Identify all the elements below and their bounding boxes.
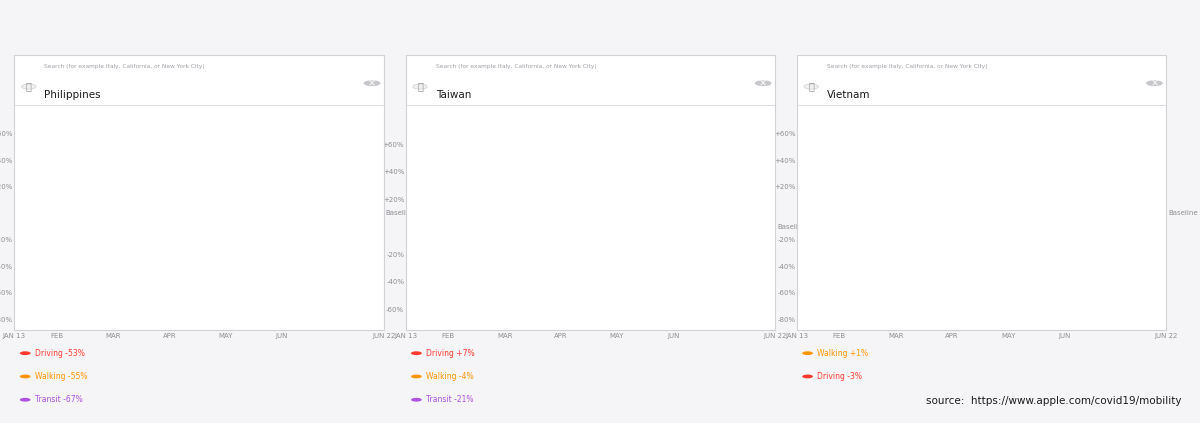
- Text: Walking -4%: Walking -4%: [426, 372, 474, 381]
- Text: ⌕: ⌕: [26, 82, 31, 92]
- Text: ×: ×: [1151, 78, 1158, 88]
- Text: Vietnam: Vietnam: [827, 90, 870, 100]
- Text: Driving -53%: Driving -53%: [35, 349, 85, 358]
- Text: Baseline: Baseline: [778, 224, 806, 230]
- Text: Baseline: Baseline: [386, 210, 415, 216]
- Text: Driving -3%: Driving -3%: [817, 372, 863, 381]
- Text: Search (for example Italy, California, or New York City): Search (for example Italy, California, o…: [44, 63, 205, 69]
- Text: Search (for example Italy, California, or New York City): Search (for example Italy, California, o…: [827, 63, 988, 69]
- Text: Search (for example Italy, California, or New York City): Search (for example Italy, California, o…: [436, 63, 596, 69]
- Text: source:  https://www.apple.com/covid19/mobility: source: https://www.apple.com/covid19/mo…: [926, 396, 1182, 406]
- Text: ×: ×: [368, 78, 376, 88]
- Text: ×: ×: [760, 78, 767, 88]
- Text: ⌕: ⌕: [809, 82, 814, 92]
- Text: Walking -55%: Walking -55%: [35, 372, 88, 381]
- Text: ⌕: ⌕: [418, 82, 422, 92]
- Text: Taiwan: Taiwan: [436, 90, 470, 100]
- Text: Transit -21%: Transit -21%: [426, 395, 474, 404]
- Text: Driving +7%: Driving +7%: [426, 349, 475, 358]
- Text: Walking +1%: Walking +1%: [817, 349, 869, 358]
- Text: Baseline: Baseline: [1169, 210, 1198, 216]
- Text: Philippines: Philippines: [44, 90, 101, 100]
- Text: Transit -67%: Transit -67%: [35, 395, 83, 404]
